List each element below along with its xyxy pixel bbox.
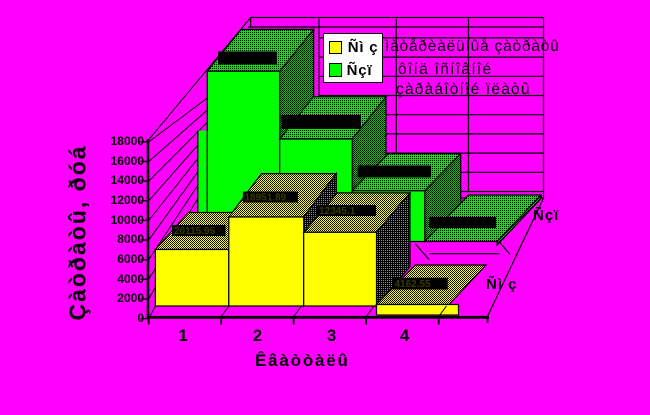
svg-text:4162.55: 4162.55 bbox=[395, 279, 432, 290]
svg-text:18951.89: 18951.89 bbox=[245, 193, 287, 204]
svg-text:20115.95: 20115.95 bbox=[174, 226, 216, 237]
svg-text:12345.1: 12345.1 bbox=[319, 206, 356, 217]
